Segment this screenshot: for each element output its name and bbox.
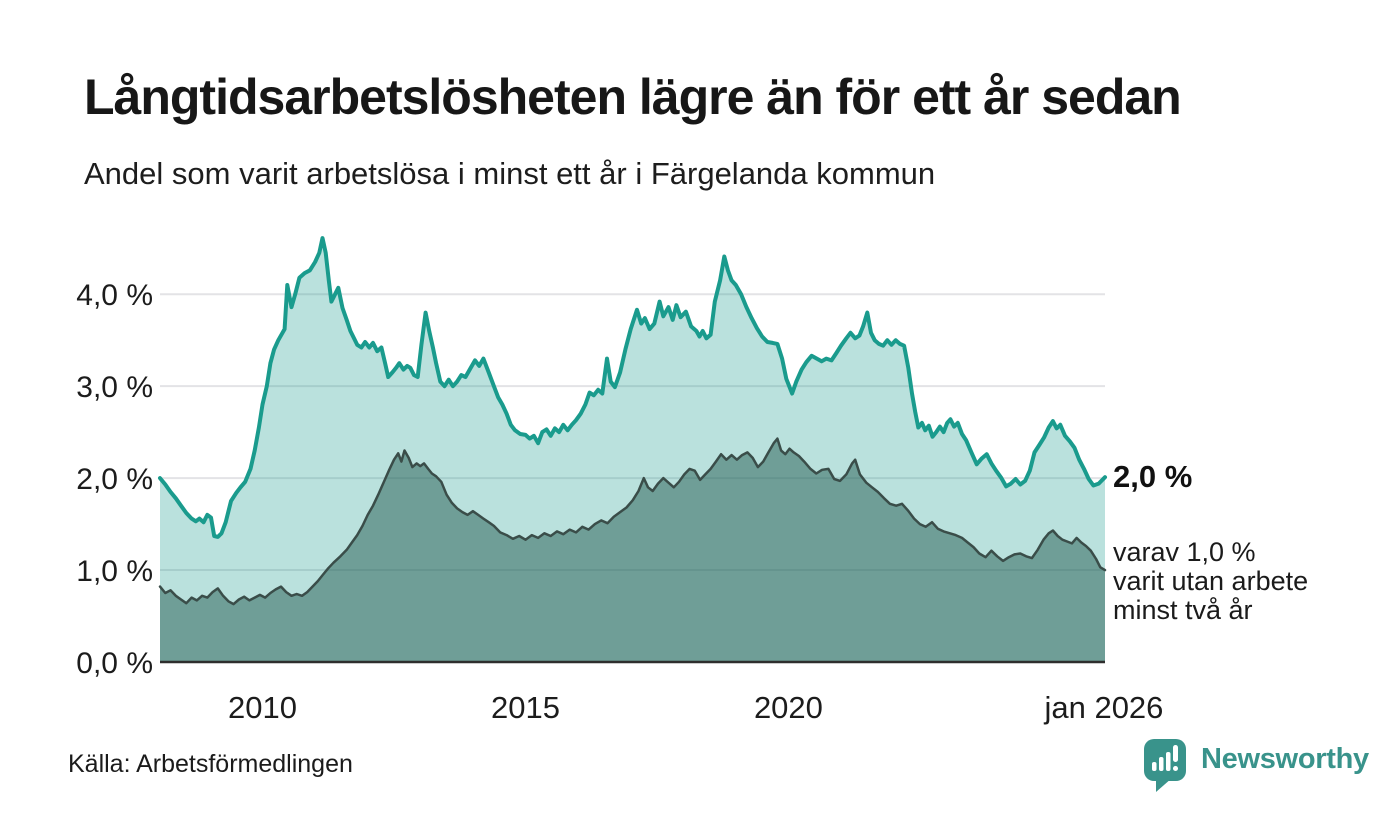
newsworthy-brand: Newsworthy bbox=[1143, 738, 1369, 794]
newsworthy-brand-text: Newsworthy bbox=[1201, 742, 1369, 775]
source-note: Källa: Arbetsförmedlingen bbox=[68, 750, 353, 778]
end-value-sublabel: varav 1,0 % varit utan arbete minst två … bbox=[1113, 538, 1308, 625]
y-axis-tick-label: 1,0 % bbox=[76, 555, 153, 588]
newsworthy-logo-icon bbox=[1144, 739, 1186, 792]
sublabel-line-3: minst två år bbox=[1113, 595, 1253, 625]
page-title: Långtidsarbetslösheten lägre än för ett … bbox=[84, 69, 1182, 125]
end-value-label: 2,0 % bbox=[1113, 459, 1193, 494]
x-axis-tick-label: 2010 bbox=[228, 690, 297, 725]
sublabel-line-1: varav 1,0 % bbox=[1113, 537, 1256, 567]
x-axis-tick-label: 2015 bbox=[491, 690, 560, 725]
x-axis-tick-label: 2020 bbox=[754, 690, 823, 725]
series-line-min-one-year bbox=[158, 236, 1107, 539]
sublabel-line-2: varit utan arbete bbox=[1113, 566, 1309, 596]
page-subtitle: Andel som varit arbetslösa i minst ett å… bbox=[84, 156, 936, 191]
y-axis-tick-label: 3,0 % bbox=[76, 371, 153, 404]
series-area-min-two-years bbox=[160, 438, 1105, 662]
y-axis-tick-label: 2,0 % bbox=[76, 463, 153, 496]
y-axis-tick-label: 0,0 % bbox=[76, 647, 153, 680]
x-axis-tick-label: jan 2026 bbox=[1043, 690, 1163, 725]
y-axis-tick-label: 4,0 % bbox=[76, 279, 153, 312]
series-line-min-two-years bbox=[158, 437, 1107, 606]
